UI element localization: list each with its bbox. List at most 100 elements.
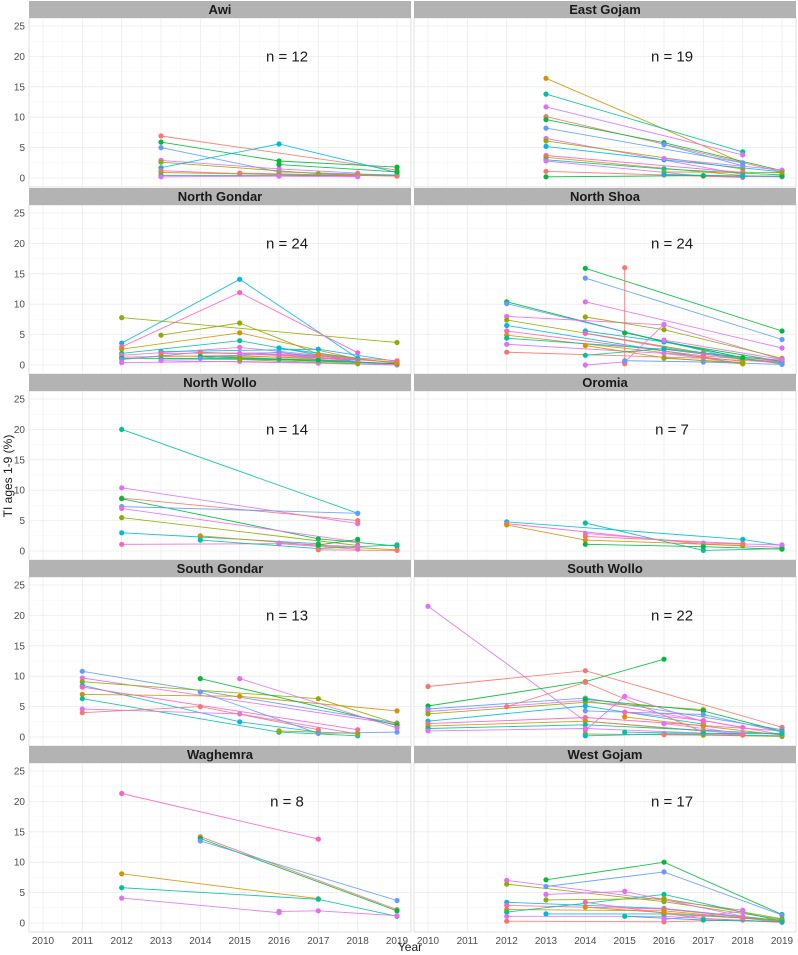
sample-size-label: n = 24 xyxy=(266,235,308,252)
data-point xyxy=(315,547,321,553)
x-tick-label: 2011 xyxy=(457,936,479,947)
data-point xyxy=(276,158,282,164)
data-point xyxy=(276,141,282,147)
y-tick-label: 0 xyxy=(19,361,25,372)
data-point xyxy=(394,173,400,179)
data-point xyxy=(394,169,400,175)
data-point xyxy=(582,352,588,358)
x-tick-label: 2013 xyxy=(150,936,173,947)
series-line xyxy=(278,164,398,173)
series-line xyxy=(239,172,398,177)
series-line xyxy=(663,158,783,171)
data-point xyxy=(237,676,243,682)
data-point xyxy=(394,547,400,554)
facet-title: Waghemra xyxy=(187,747,254,762)
data-point xyxy=(622,888,628,895)
series xyxy=(543,869,785,918)
data-point xyxy=(700,917,706,923)
x-tick-label: 2019 xyxy=(386,936,409,947)
series-line xyxy=(318,353,398,364)
data-point xyxy=(543,174,549,180)
data-point xyxy=(582,708,588,714)
sample-size-label: n = 13 xyxy=(266,607,308,624)
series xyxy=(582,299,785,351)
data-point xyxy=(237,356,243,363)
data-point xyxy=(79,706,85,712)
y-tick-label: 5 xyxy=(19,702,25,713)
data-point xyxy=(582,537,588,543)
data-point xyxy=(158,159,164,165)
facet-strip xyxy=(29,560,411,577)
sample-size-label: n = 8 xyxy=(270,793,304,810)
facet-strip xyxy=(414,560,796,577)
data-point xyxy=(582,718,588,724)
series-line xyxy=(663,357,743,364)
series-line xyxy=(663,723,743,734)
y-tick-label: 10 xyxy=(14,486,26,497)
series xyxy=(158,139,400,170)
data-point xyxy=(315,351,321,357)
data-point xyxy=(661,350,667,356)
data-point xyxy=(394,913,400,919)
data-point xyxy=(543,891,549,898)
data-point xyxy=(582,904,588,910)
data-point xyxy=(661,910,667,916)
data-point xyxy=(237,350,243,356)
data-point xyxy=(661,869,667,875)
series-line xyxy=(121,487,358,525)
data-point xyxy=(355,536,361,543)
data-point xyxy=(197,676,203,682)
facet-strip xyxy=(29,374,411,391)
data-point xyxy=(315,836,321,842)
y-tick-label: 25 xyxy=(14,395,26,406)
data-point xyxy=(543,883,549,890)
series-line xyxy=(121,793,319,840)
data-point xyxy=(779,542,785,548)
x-axis-title: Year xyxy=(398,940,422,954)
data-point xyxy=(425,711,431,717)
series-line xyxy=(585,301,783,349)
data-point xyxy=(504,902,510,909)
x-tick-label: 2014 xyxy=(574,936,597,947)
data-point xyxy=(543,911,549,917)
data-point xyxy=(119,885,125,891)
data-point xyxy=(740,536,746,543)
series-line xyxy=(200,840,398,901)
data-point xyxy=(355,730,361,737)
data-point xyxy=(237,338,243,344)
series xyxy=(276,728,361,737)
data-point xyxy=(119,790,125,797)
data-point xyxy=(779,345,785,351)
data-point xyxy=(504,317,510,323)
data-point xyxy=(315,346,321,352)
data-point xyxy=(158,174,164,180)
series xyxy=(79,691,400,714)
series-line xyxy=(663,339,783,360)
sample-size-label: n = 19 xyxy=(651,48,693,65)
data-point xyxy=(158,139,164,145)
series-line xyxy=(545,77,743,164)
data-point xyxy=(582,541,588,547)
data-point xyxy=(582,520,588,526)
data-point xyxy=(355,727,361,733)
data-point xyxy=(504,328,510,334)
data-point xyxy=(237,330,243,336)
y-tick-label: 15 xyxy=(14,269,26,280)
data-point xyxy=(394,708,400,714)
data-point xyxy=(543,143,549,149)
data-point xyxy=(119,496,125,502)
series-line xyxy=(545,155,743,173)
facet-panel: Waghemra 0 5 10 15 20 25 2010 2011 2012 2013 2014 20… xyxy=(14,746,412,947)
facet-strip xyxy=(29,1,411,18)
series xyxy=(582,693,706,733)
data-point xyxy=(582,330,588,336)
data-point xyxy=(119,505,125,511)
data-point xyxy=(504,918,510,924)
data-point xyxy=(504,322,510,329)
series xyxy=(661,171,746,179)
data-point xyxy=(315,536,321,542)
data-point xyxy=(79,679,85,685)
series xyxy=(582,275,785,343)
data-point xyxy=(700,544,706,550)
data-point xyxy=(779,356,785,363)
